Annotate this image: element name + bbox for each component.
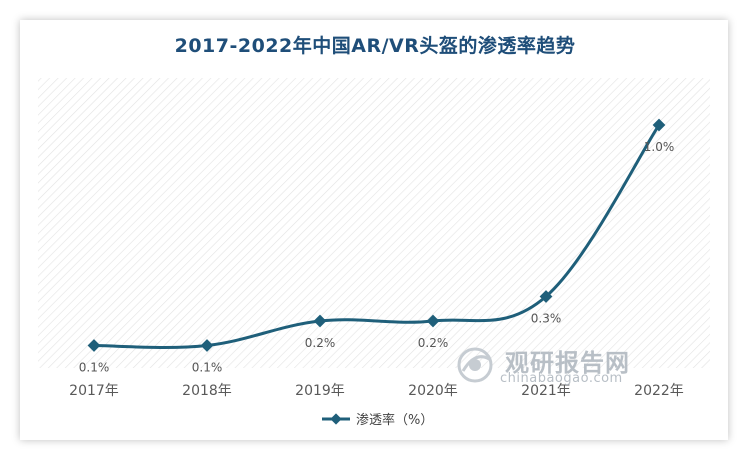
chart-title: 2017-2022年中国AR/VR头盔的渗透率趋势 (174, 35, 576, 57)
data-label-1: 0.1% (79, 361, 110, 375)
x-tick-label-5: 2021年 (521, 383, 571, 399)
x-tick-label-3: 2019年 (295, 383, 345, 399)
data-point-3 (313, 314, 327, 328)
data-point-4 (426, 314, 440, 328)
data-label-6: 1.0% (644, 140, 675, 154)
watermark: 观研报告网 chinabaogao.com (455, 343, 655, 388)
watermark-text-en: chinabaogao.com (500, 371, 623, 386)
data-point-1 (87, 339, 101, 352)
x-tick-label-4: 2020年 (408, 383, 458, 399)
data-label-4: 0.2% (418, 336, 449, 350)
legend-marker-swatch (330, 413, 342, 425)
x-tick-label-6: 2022年 (634, 383, 684, 399)
data-label-5: 0.3% (531, 312, 562, 326)
x-tick-label-1: 2017年 (69, 383, 119, 399)
watermark-logo-icon (457, 347, 493, 383)
x-tick-label-2: 2018年 (182, 383, 232, 399)
data-point-2 (200, 339, 214, 352)
legend-label: 渗透率（%） (356, 412, 433, 428)
plot-area (38, 78, 710, 368)
watermark-text-cn: 观研报告网 (505, 349, 630, 377)
data-label-3: 0.2% (305, 336, 336, 350)
data-label-2: 0.1% (192, 361, 223, 375)
